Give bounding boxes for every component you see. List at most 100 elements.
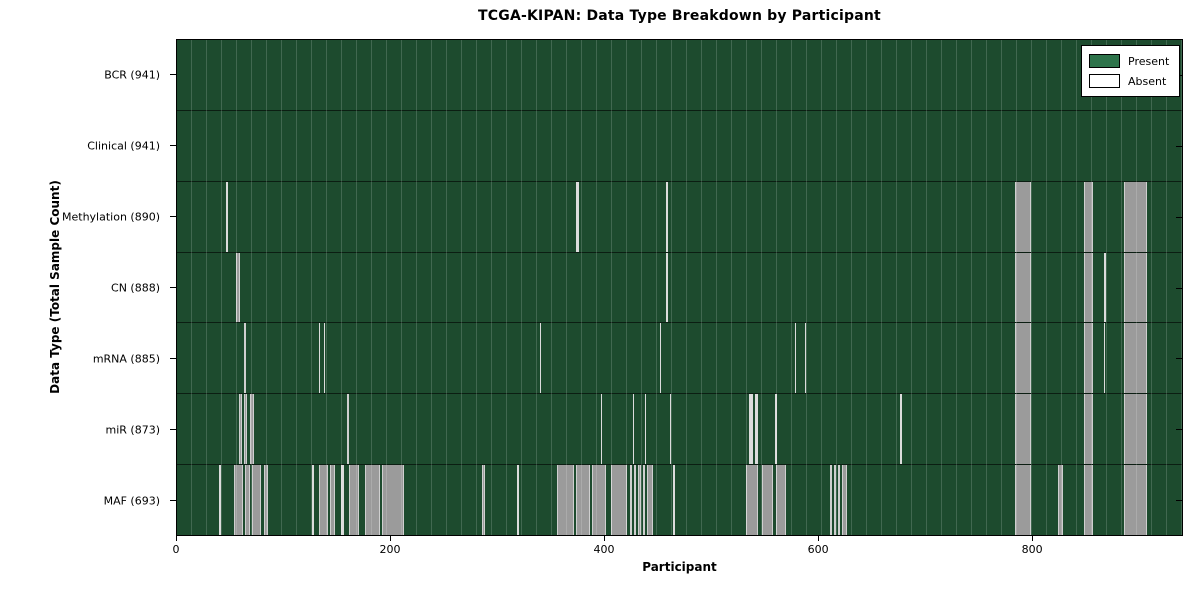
absent-stripe — [226, 181, 229, 252]
row-label-cn: CN (888) — [111, 281, 160, 294]
plot-area — [176, 39, 1183, 536]
absent-stripe — [218, 465, 221, 536]
row-label-bcr: BCR (941) — [104, 68, 160, 81]
legend: Present Absent — [1081, 45, 1180, 97]
absent-stripe — [644, 394, 646, 465]
left-tick — [170, 429, 176, 430]
absent-stripe — [1124, 181, 1147, 252]
row-mir — [177, 394, 1182, 466]
left-tick — [170, 145, 176, 146]
absent-stripe — [804, 323, 807, 394]
row-label-methylation: Methylation (890) — [62, 210, 160, 223]
absent-stripe — [670, 394, 672, 465]
absent-stripe — [1124, 465, 1147, 536]
x-tick-label: 200 — [379, 543, 401, 556]
row-bcr — [177, 40, 1182, 111]
absent-stripe — [516, 465, 519, 536]
absent-stripe — [638, 465, 641, 536]
absent-stripe — [235, 252, 240, 323]
absent-stripe — [646, 465, 654, 536]
absent-stripe — [1015, 323, 1032, 394]
absent-stripe — [324, 323, 326, 394]
absent-stripe — [540, 323, 542, 394]
absent-stripe — [251, 465, 262, 536]
absent-stripe — [319, 323, 321, 394]
absent-stripe — [245, 465, 250, 536]
absent-stripe — [1124, 394, 1147, 465]
y-axis-ticks — [170, 39, 176, 536]
x-tick — [604, 536, 606, 541]
absent-stripe — [1083, 323, 1094, 394]
x-tick — [818, 536, 820, 541]
absent-stripe — [642, 465, 645, 536]
row-mrna — [177, 323, 1182, 395]
absent-stripe — [633, 394, 635, 465]
absent-stripe — [754, 394, 758, 465]
absent-stripe — [1124, 323, 1147, 394]
legend-label-absent: Absent — [1128, 74, 1167, 88]
absent-stripe — [666, 252, 669, 323]
x-tick-label: 600 — [807, 543, 829, 556]
absent-stripe — [592, 465, 607, 536]
x-tick-label: 400 — [593, 543, 615, 556]
absent-stripe — [1083, 252, 1094, 323]
absent-stripe — [346, 394, 349, 465]
legend-swatch-absent-icon — [1089, 74, 1120, 88]
absent-stripe — [1124, 252, 1147, 323]
absent-stripe — [833, 465, 836, 536]
absent-stripe — [1015, 181, 1032, 252]
x-tick-label: 0 — [172, 543, 180, 556]
right-tick — [1176, 429, 1182, 431]
right-tick — [1176, 287, 1182, 289]
right-tick — [1176, 358, 1182, 360]
absent-stripe — [659, 323, 661, 394]
absent-stripe — [348, 465, 359, 536]
absent-stripe — [557, 465, 575, 536]
left-tick — [170, 287, 176, 288]
absent-stripe — [775, 394, 778, 465]
x-tick — [1032, 536, 1034, 541]
absent-stripe — [341, 465, 344, 536]
absent-stripe — [666, 181, 669, 252]
absent-stripe — [482, 465, 485, 536]
absent-stripe — [244, 323, 247, 394]
absent-stripe — [1104, 252, 1107, 323]
x-axis-label: Participant — [642, 560, 717, 574]
chart-title: TCGA-KIPAN: Data Type Breakdown by Parti… — [478, 8, 881, 24]
absent-stripe — [601, 394, 603, 465]
absent-stripe — [1083, 181, 1094, 252]
absent-stripe — [829, 465, 832, 536]
absent-stripe — [364, 465, 380, 536]
x-tick-label: 800 — [1021, 543, 1043, 556]
right-tick — [1176, 500, 1182, 502]
absent-stripe — [311, 465, 314, 536]
absent-stripe — [842, 465, 847, 536]
absent-stripe — [1015, 252, 1032, 323]
x-tick — [176, 536, 177, 541]
left-tick — [170, 358, 176, 359]
legend-entry-absent: Absent — [1089, 71, 1172, 91]
absent-stripe — [749, 394, 753, 465]
absent-stripe — [795, 323, 797, 394]
absent-stripe — [1083, 465, 1094, 536]
x-axis-ticks: 0 200 400 600 800 — [172, 536, 1183, 566]
absent-stripe — [1104, 323, 1106, 394]
legend-swatch-present-icon — [1089, 54, 1120, 68]
row-clinical — [177, 111, 1182, 182]
right-tick — [1176, 216, 1182, 218]
absent-stripe — [1015, 394, 1032, 465]
absent-stripe — [629, 465, 632, 536]
absent-stripe — [319, 465, 328, 536]
left-tick — [170, 216, 176, 217]
absent-stripe — [1058, 465, 1064, 536]
left-tick — [170, 500, 176, 501]
legend-entry-present: Present — [1089, 51, 1172, 71]
absent-stripe — [838, 465, 841, 536]
left-tick — [170, 73, 176, 75]
row-methylation — [177, 181, 1182, 253]
absent-stripe — [634, 465, 637, 536]
absent-stripe — [263, 465, 268, 536]
x-tick — [390, 536, 392, 541]
absent-stripe — [576, 181, 579, 252]
absent-stripe — [1083, 394, 1094, 465]
